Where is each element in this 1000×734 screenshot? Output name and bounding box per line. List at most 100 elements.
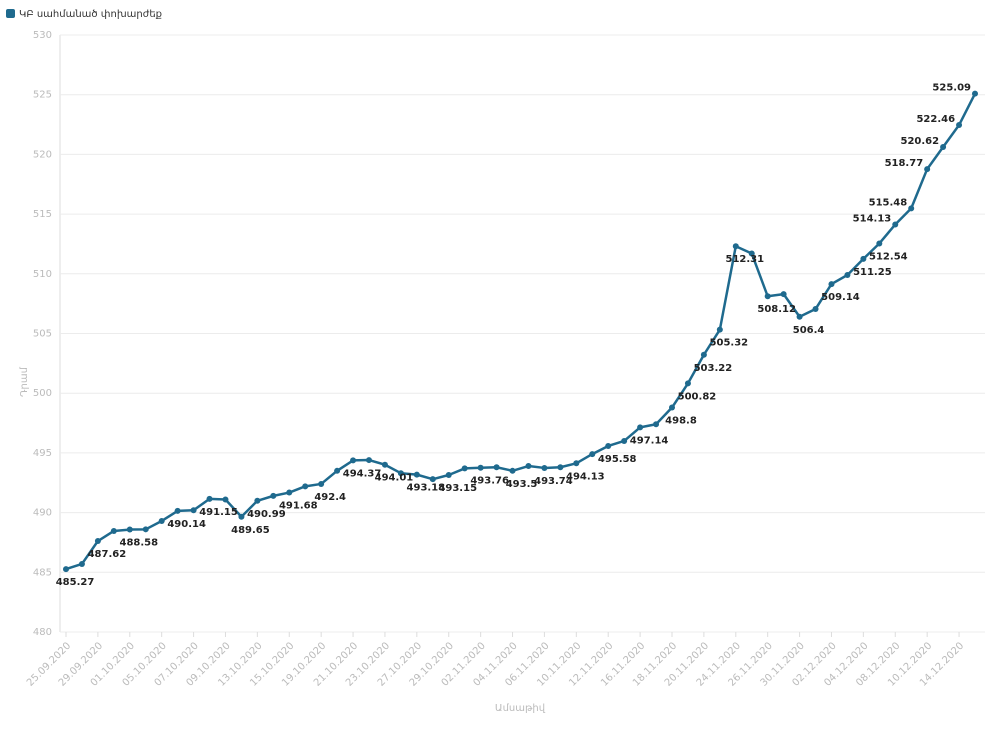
point: [716, 326, 723, 333]
point: [286, 489, 293, 496]
data-label: 505.32: [710, 338, 749, 349]
data-label: 488.58: [119, 538, 158, 549]
point: [908, 205, 915, 212]
point: [174, 507, 181, 514]
point: [397, 470, 404, 477]
point: [413, 471, 420, 478]
point: [318, 480, 325, 487]
data-label: 503.22: [694, 363, 733, 374]
legend-label: ԿԲ սահմանած փոխարժեք: [19, 9, 162, 20]
data-label: 511.25: [853, 267, 892, 278]
point: [892, 221, 899, 228]
data-label: 485.27: [56, 577, 95, 588]
data-label: 493.18: [407, 483, 446, 494]
data-label: 520.62: [901, 136, 940, 147]
data-label: 491.15: [199, 507, 238, 518]
point: [844, 271, 851, 278]
data-label: 492.4: [314, 492, 346, 503]
point: [429, 476, 436, 483]
point: [828, 281, 835, 288]
data-label: 512.31: [725, 254, 764, 265]
point: [190, 507, 197, 514]
data-label: 515.48: [869, 197, 908, 208]
point: [126, 526, 133, 533]
y-tick-label: 480: [33, 627, 52, 638]
point: [557, 464, 564, 471]
point: [158, 517, 165, 524]
point: [445, 471, 452, 478]
point: [525, 463, 532, 470]
point: [780, 291, 787, 298]
point: [302, 483, 309, 490]
point: [621, 437, 628, 444]
data-label: 490.99: [247, 509, 286, 520]
point: [334, 467, 341, 474]
y-tick-label: 505: [33, 329, 52, 340]
point: [381, 461, 388, 468]
y-tick-label: 525: [33, 90, 52, 101]
point: [366, 457, 372, 464]
y-tick-label: 495: [33, 448, 52, 459]
x-axis-title: Ամսաթիվ: [495, 703, 546, 714]
data-label: 493.15: [438, 483, 477, 494]
point: [812, 306, 819, 313]
point: [605, 442, 612, 449]
point: [222, 496, 229, 503]
data-label: 495.58: [598, 454, 637, 465]
point: [732, 243, 739, 250]
data-label: 497.14: [630, 435, 669, 446]
point: [589, 451, 596, 458]
point: [477, 464, 484, 471]
point: [860, 255, 867, 262]
data-label: 518.77: [885, 158, 924, 169]
y-tick-label: 510: [33, 269, 52, 280]
point: [350, 457, 357, 464]
point: [940, 143, 947, 150]
point: [700, 351, 707, 358]
point: [876, 240, 883, 247]
point: [541, 464, 548, 471]
point: [972, 90, 978, 97]
point: [493, 464, 500, 471]
data-label: 494.01: [375, 473, 414, 484]
y-axis-title: Դրամ: [19, 366, 30, 397]
data-label: 487.62: [88, 549, 127, 560]
data-label: 489.65: [231, 525, 270, 536]
data-label: 514.13: [853, 213, 892, 224]
point: [94, 538, 101, 545]
point: [254, 497, 261, 504]
y-tick-label: 485: [33, 567, 52, 578]
data-label: 493.5: [506, 479, 538, 490]
point: [637, 424, 644, 431]
point: [206, 495, 213, 502]
point: [270, 492, 277, 499]
point: [669, 404, 675, 411]
line: [65, 93, 977, 571]
point: [748, 250, 755, 257]
data-label: 512.54: [869, 251, 908, 262]
data-label: 491.68: [279, 501, 318, 512]
data-label: 525.09: [932, 83, 971, 94]
point: [142, 526, 149, 533]
y-tick-label: 500: [33, 388, 52, 399]
point: [924, 166, 931, 173]
data-label: 506.4: [793, 325, 825, 336]
point: [653, 421, 660, 428]
data-label: 508.12: [757, 304, 796, 315]
point: [78, 560, 85, 567]
data-label: 494.13: [566, 471, 605, 482]
point: [509, 467, 516, 474]
data-label: 493.76: [470, 476, 509, 487]
point: [796, 313, 803, 320]
y-tick-label: 490: [33, 508, 52, 519]
data-label: 490.14: [167, 519, 206, 530]
data-label: 494.37: [343, 468, 382, 479]
legend-swatch: [6, 9, 15, 18]
point: [63, 566, 69, 573]
point: [238, 513, 245, 520]
data-label: 498.8: [665, 416, 697, 427]
y-tick-label: 530: [33, 30, 52, 41]
data-label: 522.46: [916, 114, 955, 125]
